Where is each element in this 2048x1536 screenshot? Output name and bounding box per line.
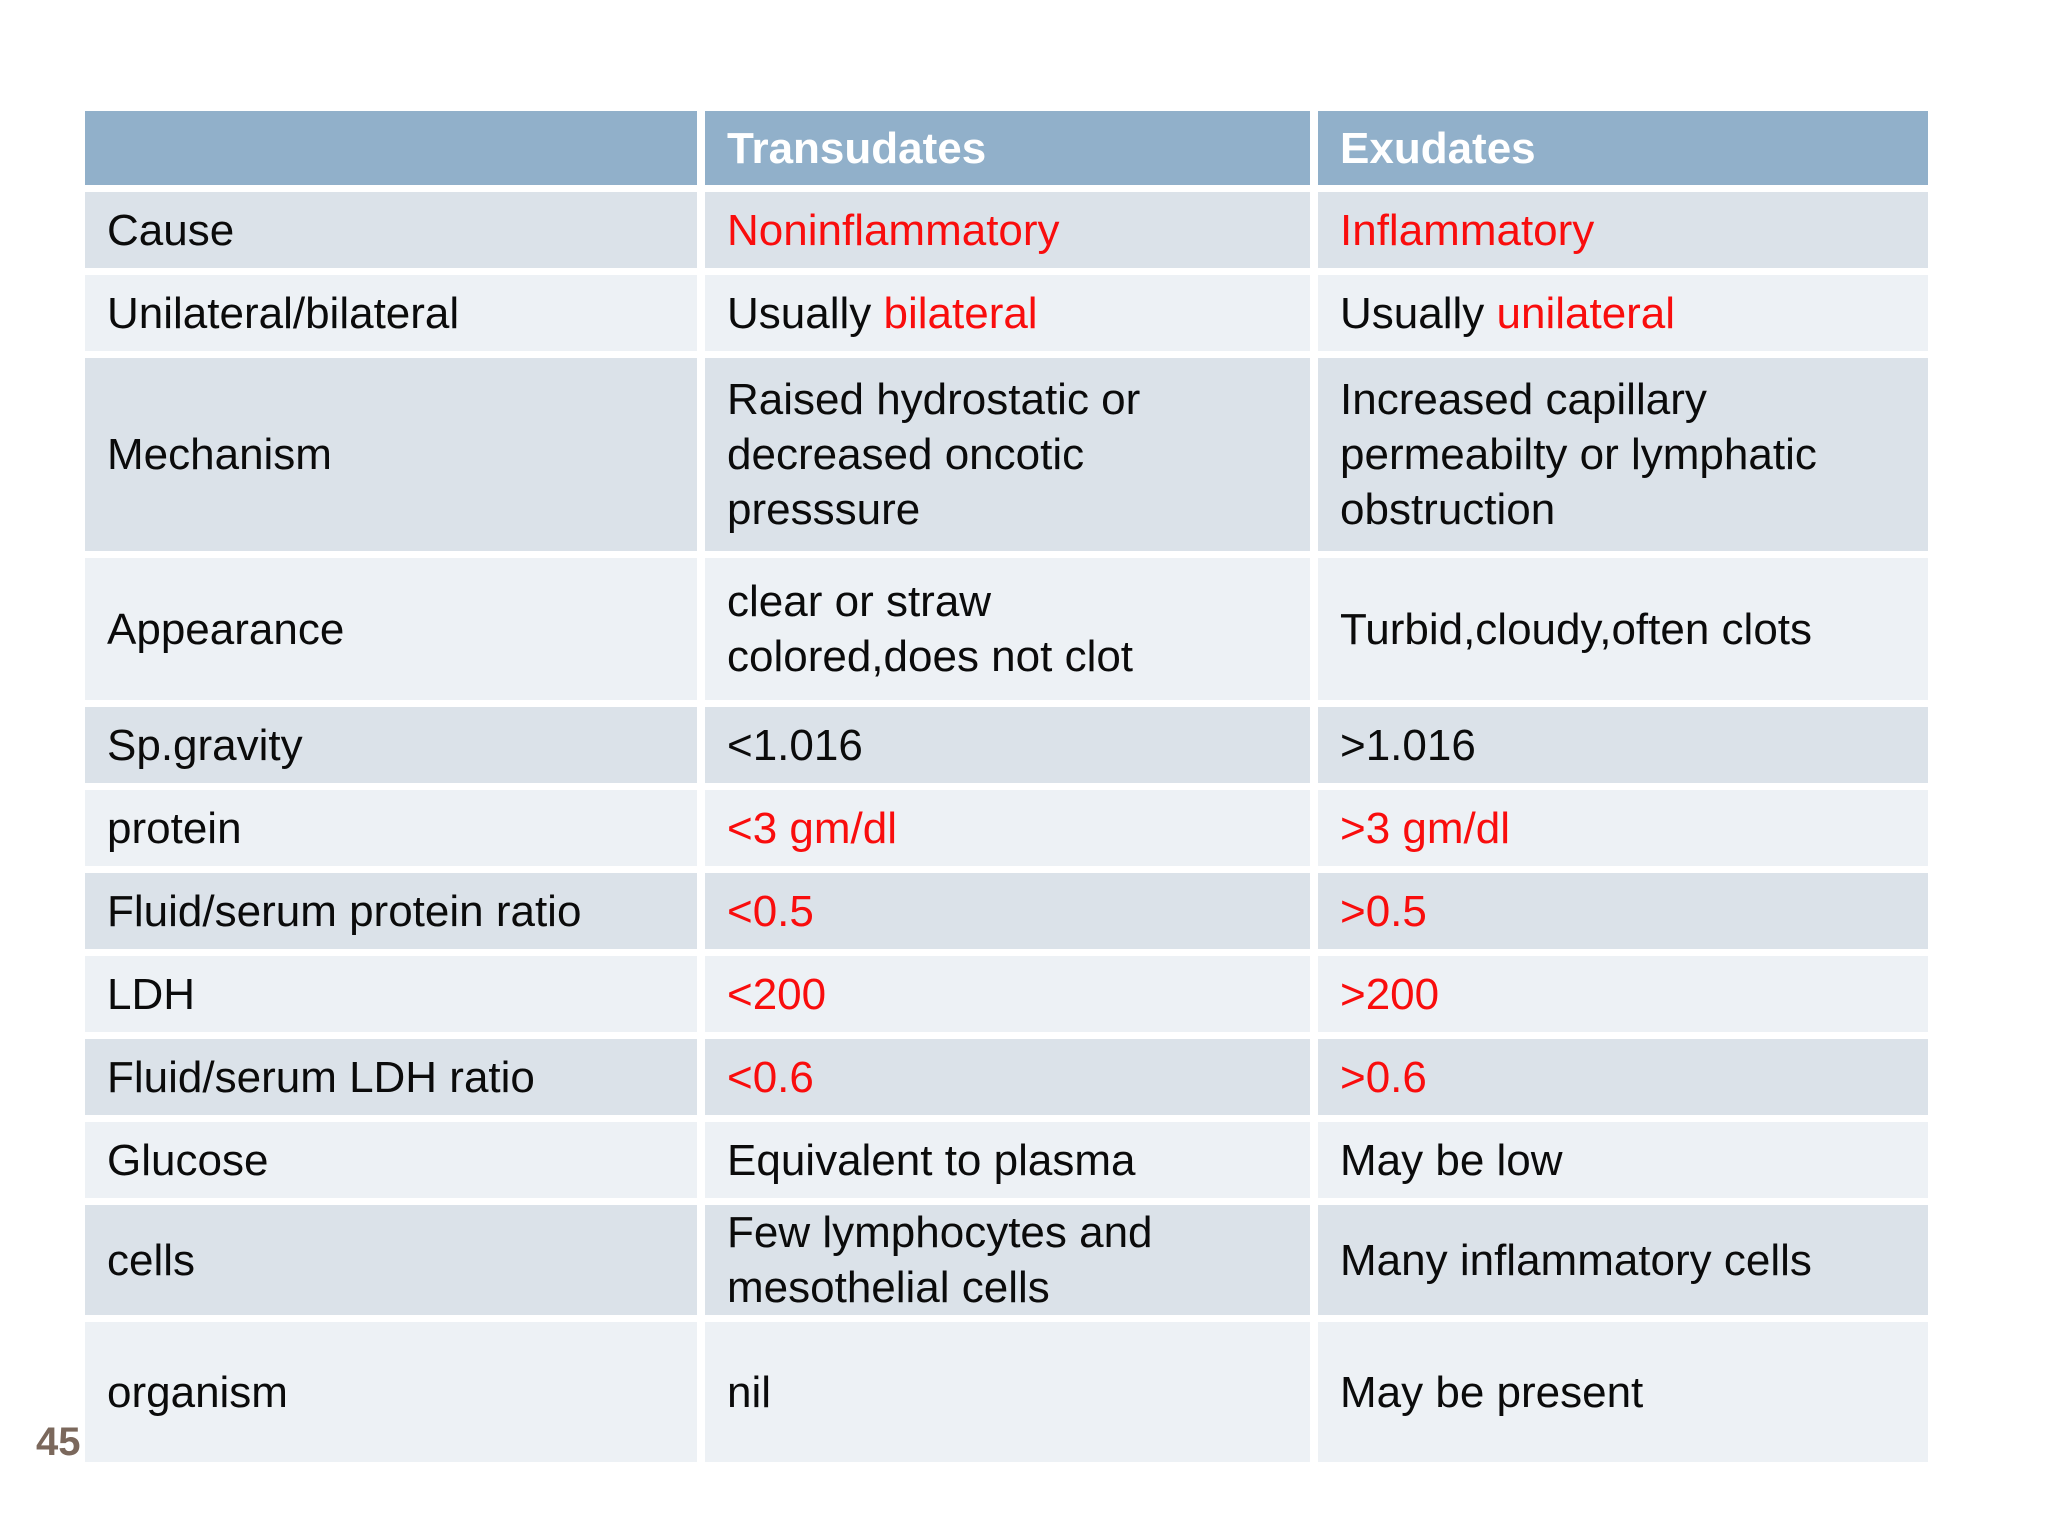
page-number: 45 — [36, 1420, 81, 1464]
glucose-exudates-cell: May be low — [1318, 1122, 1928, 1198]
header-cell-transudates: Transudates — [705, 111, 1310, 185]
appearance-exudates-cell: Turbid,cloudy,often clots — [1318, 558, 1928, 700]
ldh-transudates-cell: <200 — [705, 956, 1310, 1032]
cell-text-segment: Few lymphocytes and mesothelial cells — [727, 1208, 1153, 1312]
cell-text-segment: <0.6 — [727, 1052, 814, 1102]
sp-gravity-transudates-cell: <1.016 — [705, 707, 1310, 783]
table-row-fluid-serum-protein-ratio: Fluid/serum protein ratio <0.5 >0.5 — [85, 873, 1928, 949]
row-label-glucose: Glucose — [85, 1122, 697, 1198]
glucose-transudates-cell: Equivalent to plasma — [705, 1122, 1310, 1198]
table-row-ldh: LDH <200 >200 — [85, 956, 1928, 1032]
cell-text-segment: clear or straw colored,does not clot — [727, 577, 1134, 681]
sp-gravity-exudates-cell: >1.016 — [1318, 707, 1928, 783]
appearance-transudates-cell: clear or straw colored,does not clot — [705, 558, 1310, 700]
row-label-fluid-serum-protein-ratio: Fluid/serum protein ratio — [85, 873, 697, 949]
row-label-appearance: Appearance — [85, 558, 697, 700]
cell-text-segment: Raised hydrostatic or decreased oncotic … — [727, 375, 1141, 534]
row-label-cause: Cause — [85, 192, 697, 268]
table-row-cells: cells Few lymphocytes and mesothelial cel… — [85, 1205, 1928, 1315]
transudates-exudates-table: Transudates Exudates Cause Noninflammator… — [77, 104, 1936, 1469]
protein-transudates-cell: <3 gm/dl — [705, 790, 1310, 866]
cell-text-segment: Many inflammatory cells — [1340, 1235, 1812, 1285]
cell-text-segment: <1.016 — [727, 720, 863, 770]
fluid-serum-ldh-ratio-transudates-cell: <0.6 — [705, 1039, 1310, 1115]
cell-text-segment: Usually — [727, 288, 884, 338]
row-label-sp-gravity: Sp.gravity — [85, 707, 697, 783]
cell-text-segment: <200 — [727, 969, 827, 1019]
header-row: Transudates Exudates — [85, 111, 1928, 185]
table-row-fluid-serum-ldh-ratio: Fluid/serum LDH ratio <0.6 >0.6 — [85, 1039, 1928, 1115]
header-cell-empty — [85, 111, 697, 185]
row-label-protein: protein — [85, 790, 697, 866]
protein-exudates-cell: >3 gm/dl — [1318, 790, 1928, 866]
unilateral-bilateral-exudates-cell: Usually unilateral — [1318, 275, 1928, 351]
header-cell-exudates: Exudates — [1318, 111, 1928, 185]
row-label-organism: organism — [85, 1322, 697, 1462]
cell-text-segment: nil — [727, 1367, 772, 1417]
table-row-appearance: Appearance clear or straw colored,does no… — [85, 558, 1928, 700]
organism-transudates-cell: nil — [705, 1322, 1310, 1462]
fluid-serum-protein-ratio-transudates-cell: <0.5 — [705, 873, 1310, 949]
cell-text-segment: >200 — [1340, 969, 1440, 1019]
row-label-fluid-serum-ldh-ratio: Fluid/serum LDH ratio — [85, 1039, 697, 1115]
table-body: Cause Noninflammatory Inflammatory Unilater… — [85, 192, 1928, 1462]
cause-transudates-cell: Noninflammatory — [705, 192, 1310, 268]
cells-transudates-cell: Few lymphocytes and mesothelial cells — [705, 1205, 1310, 1315]
cell-text-segment: >3 gm/dl — [1340, 803, 1510, 853]
cell-text-segment: May be present — [1340, 1367, 1644, 1417]
ldh-exudates-cell: >200 — [1318, 956, 1928, 1032]
cell-text-segment: Inflammatory — [1340, 205, 1595, 255]
cell-text-segment: >0.5 — [1340, 886, 1427, 936]
fluid-serum-protein-ratio-exudates-cell: >0.5 — [1318, 873, 1928, 949]
cell-text-segment: >1.016 — [1340, 720, 1476, 770]
row-label-mechanism: Mechanism — [85, 358, 697, 551]
cell-text-segment: bilateral — [883, 288, 1038, 338]
row-label-unilateral-bilateral: Unilateral/bilateral — [85, 275, 697, 351]
cell-text-segment: Noninflammatory — [727, 205, 1060, 255]
table-row-protein: protein <3 gm/dl >3 gm/dl — [85, 790, 1928, 866]
table-row-organism: organism nil May be present — [85, 1322, 1928, 1462]
organism-exudates-cell: May be present — [1318, 1322, 1928, 1462]
unilateral-bilateral-transudates-cell: Usually bilateral — [705, 275, 1310, 351]
table-row-mechanism: Mechanism Raised hydrostatic or decreased… — [85, 358, 1928, 551]
table-row-glucose: Glucose Equivalent to plasma May be low — [85, 1122, 1928, 1198]
row-label-cells: cells — [85, 1205, 697, 1315]
cells-exudates-cell: Many inflammatory cells — [1318, 1205, 1928, 1315]
mechanism-transudates-cell: Raised hydrostatic or decreased oncotic … — [705, 358, 1310, 551]
cell-text-segment: unilateral — [1496, 288, 1676, 338]
table-row-cause: Cause Noninflammatory Inflammatory — [85, 192, 1928, 268]
table-row-sp-gravity: Sp.gravity <1.016 >1.016 — [85, 707, 1928, 783]
cell-text-segment: <0.5 — [727, 886, 814, 936]
cell-text-segment: Equivalent to plasma — [727, 1135, 1136, 1185]
fluid-serum-ldh-ratio-exudates-cell: >0.6 — [1318, 1039, 1928, 1115]
cell-text-segment: May be low — [1340, 1135, 1563, 1185]
table-row-unilateral-bilateral: Unilateral/bilateral Usually bilateral Usu… — [85, 275, 1928, 351]
cell-text-segment: Turbid,cloudy,often clots — [1340, 604, 1813, 654]
cause-exudates-cell: Inflammatory — [1318, 192, 1928, 268]
cell-text-segment: Increased capillary permeabilty or lymph… — [1340, 375, 1817, 534]
mechanism-exudates-cell: Increased capillary permeabilty or lymph… — [1318, 358, 1928, 551]
cell-text-segment: <3 gm/dl — [727, 803, 897, 853]
cell-text-segment: >0.6 — [1340, 1052, 1427, 1102]
cell-text-segment: Usually — [1340, 288, 1497, 338]
row-label-ldh: LDH — [85, 956, 697, 1032]
